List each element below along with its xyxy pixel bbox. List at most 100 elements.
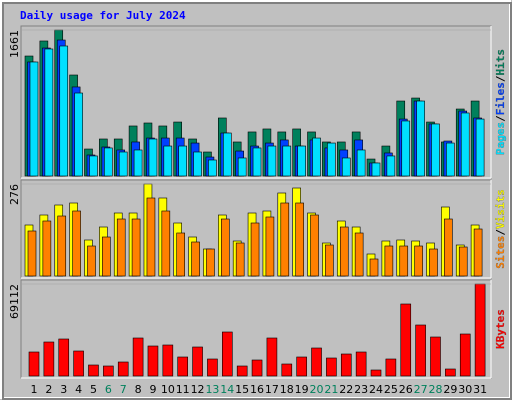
- bar: [43, 341, 55, 377]
- bar: [88, 364, 99, 377]
- x-tick-label: 12: [191, 383, 205, 396]
- bar: [146, 197, 156, 277]
- x-tick-label: 20: [310, 383, 324, 396]
- x-tick-label: 1: [31, 383, 38, 396]
- bar: [356, 149, 366, 177]
- bar: [28, 351, 40, 377]
- bar: [250, 222, 260, 277]
- bar: [325, 244, 334, 277]
- bar: [399, 245, 409, 277]
- bar: [178, 145, 187, 177]
- bar: [193, 151, 202, 177]
- bar: [42, 220, 52, 277]
- x-tick-label: 10: [161, 383, 175, 396]
- bar: [474, 283, 486, 377]
- bar: [296, 356, 307, 377]
- bar: [431, 123, 440, 177]
- bar: [133, 149, 143, 177]
- bar: [459, 333, 471, 377]
- chart-title: Daily usage for July 2024: [20, 9, 186, 22]
- bar: [280, 202, 290, 277]
- bar: [430, 336, 441, 377]
- bar: [400, 303, 412, 377]
- bar: [163, 145, 173, 177]
- bar: [252, 147, 262, 177]
- legend-entry: Visits: [494, 189, 507, 229]
- bar: [59, 45, 69, 177]
- bar: [460, 112, 470, 177]
- bar: [103, 365, 114, 377]
- bar: [118, 151, 128, 177]
- bar: [371, 162, 381, 177]
- bar: [415, 324, 426, 377]
- bar: [161, 210, 171, 277]
- bar: [384, 245, 394, 277]
- bar: [192, 346, 203, 377]
- bar: [327, 142, 336, 177]
- bar: [458, 246, 468, 277]
- x-tick-label: 3: [60, 383, 67, 396]
- x-tick-label: 8: [135, 383, 142, 396]
- bar: [386, 155, 396, 177]
- bar: [148, 138, 158, 177]
- bar: [445, 368, 456, 377]
- legend-separator: /: [494, 75, 507, 82]
- bar: [355, 351, 367, 377]
- x-tick-label: 22: [339, 383, 353, 396]
- x-tick-label: 28: [428, 383, 442, 396]
- bar: [237, 157, 247, 177]
- y-tick-label: 276: [8, 184, 21, 205]
- legend-entry: Pages: [494, 122, 507, 155]
- bar: [177, 356, 188, 377]
- bar: [295, 202, 304, 277]
- bar: [312, 137, 321, 177]
- bar: [444, 218, 453, 277]
- x-tick-label: 31: [473, 383, 487, 396]
- bar: [251, 359, 263, 377]
- bar: [326, 357, 337, 377]
- bar: [116, 218, 126, 277]
- x-tick-label: 30: [458, 383, 472, 396]
- bar: [131, 218, 141, 277]
- legend-entry: KBytes: [494, 309, 507, 349]
- bar: [311, 347, 322, 377]
- bar: [29, 61, 39, 177]
- y-tick-label: 69112: [8, 284, 21, 319]
- bar: [475, 118, 485, 177]
- bar: [370, 369, 382, 377]
- bar: [222, 331, 233, 377]
- legend: Sites/Visits: [494, 189, 507, 269]
- x-tick-label: 13: [205, 383, 219, 396]
- bar: [176, 232, 185, 277]
- bar: [235, 242, 245, 277]
- bar: [44, 48, 54, 177]
- bar: [72, 210, 81, 277]
- x-tick-label: 11: [176, 383, 190, 396]
- bar: [385, 358, 397, 377]
- bar: [147, 345, 159, 377]
- x-tick-label: 29: [443, 383, 457, 396]
- bar: [221, 218, 230, 277]
- bar: [27, 230, 37, 277]
- bar: [341, 157, 351, 177]
- bar: [401, 120, 411, 177]
- bar: [282, 145, 292, 177]
- x-tick-label: 4: [75, 383, 82, 396]
- bar: [340, 353, 352, 377]
- bar: [267, 145, 277, 177]
- x-tick-label: 27: [414, 383, 428, 396]
- bar: [89, 155, 98, 177]
- x-tick-label: 2: [45, 383, 52, 396]
- bar: [207, 358, 218, 377]
- bar: [104, 147, 113, 177]
- bar: [102, 236, 111, 277]
- x-tick-label: 25: [384, 383, 398, 396]
- bar: [369, 258, 379, 277]
- x-tick-label: 6: [105, 383, 112, 396]
- x-tick-label: 14: [220, 383, 234, 396]
- x-tick-label: 15: [235, 383, 249, 396]
- bar: [414, 245, 423, 277]
